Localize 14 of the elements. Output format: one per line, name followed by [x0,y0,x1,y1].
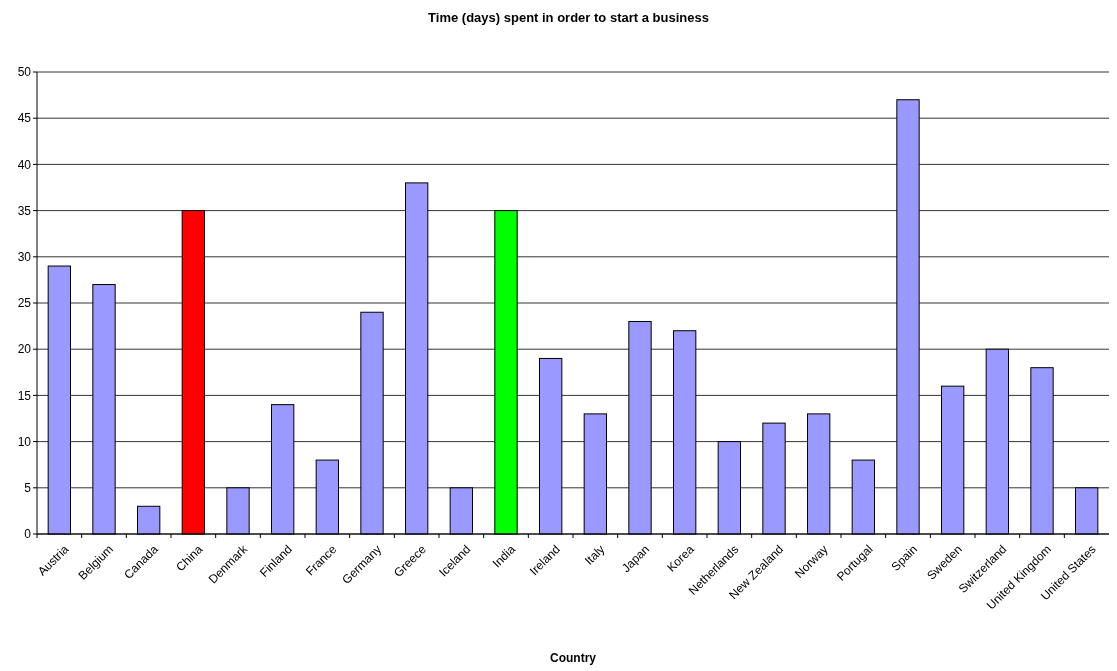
x-axis-title: Country [550,651,597,665]
y-tick-label: 10 [17,434,32,449]
y-tick-label: 50 [17,65,32,80]
y-tick-label: 5 [24,481,32,495]
y-tick-label: 25 [17,296,32,311]
y-tick-label: 15 [17,388,32,403]
y-tick-label: 45 [17,111,32,126]
chart-title: Time (days) spent in order to start a business [428,10,709,25]
y-tick-label: 0 [24,527,32,542]
y-tick-label: 30 [17,250,32,264]
y-tick-label: 20 [17,342,32,357]
x-tick-label: Italy [581,542,608,568]
y-tick-label: 35 [17,203,32,218]
y-tick-label: 40 [17,157,32,172]
